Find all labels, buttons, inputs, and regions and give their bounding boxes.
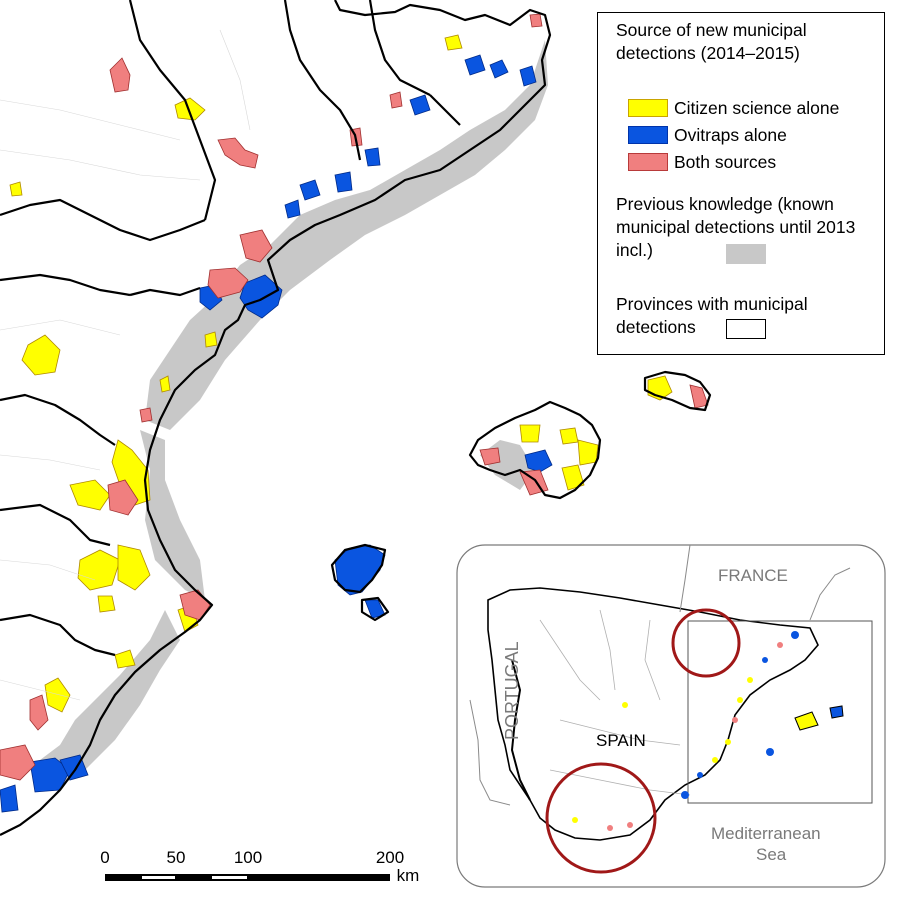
provinces-label: Provinces with municipal detections — [616, 294, 808, 337]
ovitrap-detections — [0, 54, 553, 813]
municipal-borders — [0, 29, 251, 701]
scale-tick-50: 50 — [166, 848, 186, 867]
previous-knowledge-swatch — [726, 244, 766, 264]
previous-knowledge-label: Previous knowledge (known municipal dete… — [616, 194, 856, 260]
inset-detections — [572, 631, 844, 831]
provinces-block: Provinces with municipal detections — [616, 293, 846, 339]
scale-unit: km — [396, 866, 420, 885]
legend-label-both: Both sources — [674, 152, 777, 172]
inset-map — [456, 544, 886, 888]
scale-tick-0: 0 — [100, 848, 110, 867]
ovitrap-swatch — [628, 126, 668, 144]
both-swatch — [628, 153, 668, 171]
legend-title: Source of new municipal detections (2014… — [616, 20, 807, 63]
legend: Source of new municipal detections (2014… — [597, 12, 885, 355]
scale-tick-100: 100 — [233, 848, 263, 867]
highlight-circle-north — [671, 608, 741, 678]
highlight-circle-south — [545, 762, 657, 874]
citizen-science-detections — [9, 34, 673, 713]
inset-france-label: FRANCE — [718, 566, 788, 585]
provinces-swatch — [726, 319, 766, 339]
province-boundaries — [0, 0, 712, 836]
citizen-swatch — [628, 99, 668, 117]
legend-label-citizen: Citizen science alone — [674, 98, 840, 118]
inset-sea-label-2: Sea — [756, 845, 787, 864]
previous-knowledge-areas — [40, 40, 548, 790]
previous-knowledge-block: Previous knowledge (known municipal dete… — [616, 193, 878, 262]
scale-tick-200: 200 — [375, 848, 405, 867]
inset-spain-label: SPAIN — [596, 731, 646, 750]
inset-sea-label-1: Mediterranean — [711, 824, 821, 843]
inset-portugal-label: PORTUGAL — [502, 641, 522, 740]
scale-bar — [105, 874, 390, 881]
legend-label-ovitraps: Ovitraps alone — [674, 125, 787, 145]
